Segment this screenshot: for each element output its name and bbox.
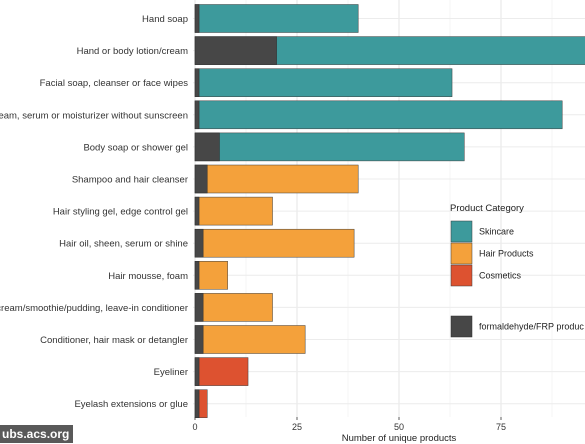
bar-formaldehyde-frp [194,389,200,418]
category-tick-label: Facial soap, cleanser or face wipes [40,78,189,89]
bar-formaldehyde-frp [194,36,277,65]
category-tick-label: Hair styling gel, edge control gel [53,207,188,218]
bar-formaldehyde-frp [194,100,200,130]
legend-swatch [450,242,473,265]
x-tick-label: 75 [496,422,506,432]
legend-label: Hair Products [479,249,534,259]
legend-title: Product Category [450,203,524,214]
x-axis-ticks: 0 25 50 75 [192,417,506,432]
bar-formaldehyde-frp [194,293,204,322]
legend-swatch [450,264,473,287]
bar-total [194,68,453,97]
legend-label: Cosmetics [479,271,522,281]
category-tick-label: Conditioner, hair mask or detangler [40,335,188,346]
bar-total [194,4,359,33]
x-tick-label: 25 [292,422,302,432]
legend-label: Skincare [479,227,514,237]
watermark: ubs.acs.org [0,425,74,443]
bar-total [194,357,249,386]
legend-swatch [450,220,473,243]
bar-formaldehyde-frp [194,196,200,226]
category-tick-label: l cream/smoothie/pudding, leave-in condi… [0,303,188,314]
category-tick-label: Shampoo and hair cleanser [72,175,188,186]
x-tick-label: 50 [394,422,404,432]
x-tick-label: 0 [192,422,197,432]
category-tick-label: cream, serum or moisturizer without suns… [0,110,188,121]
category-labels: Hand soap Hand or body lotion/cream Facial… [0,14,188,410]
category-tick-label: Hand or body lotion/cream [77,46,189,57]
bar-total [194,132,465,162]
category-tick-label: Eyelash extensions or glue [74,399,188,410]
legend-label: formaldehyde/FRP produc [479,322,584,332]
bar-total [194,100,563,130]
category-tick-label: Hair oil, sheen, serum or shine [59,239,188,250]
category-tick-label: Body soap or shower gel [83,142,188,153]
bar-total [194,325,306,354]
bar-total [194,196,273,226]
category-tick-label: Eyeliner [154,367,188,378]
bar-total [194,293,273,322]
bar-total [194,164,359,194]
bar-formaldehyde-frp [194,357,200,386]
bar-formaldehyde-frp [194,68,200,97]
bar-formaldehyde-frp [194,228,204,258]
legend: Product Category Skincare Hair Products Co… [450,203,584,338]
bar-total [194,228,355,258]
bar-formaldehyde-frp [194,261,200,290]
bar-formaldehyde-frp [194,325,204,354]
bar-total [194,261,228,290]
bars-group [194,4,585,418]
x-axis-title: Number of unique products [342,433,457,444]
category-tick-label: Hair mousse, foam [108,271,188,282]
bar-formaldehyde-frp [194,164,208,194]
bar-formaldehyde-frp [194,132,220,162]
bar-formaldehyde-frp [194,4,200,33]
category-tick-label: Hand soap [142,14,188,25]
legend-swatch [450,315,473,338]
